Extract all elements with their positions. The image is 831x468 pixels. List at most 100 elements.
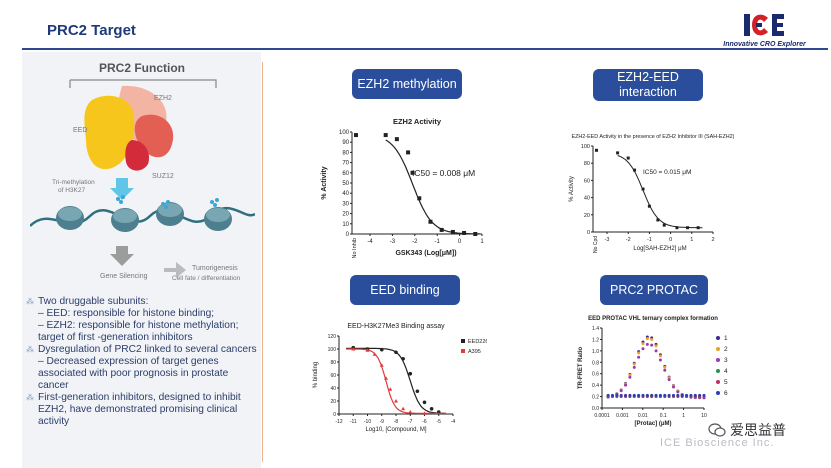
wechat-icon — [708, 423, 726, 437]
data-point — [656, 218, 660, 222]
data-point — [641, 187, 645, 191]
data-point-series-6 — [632, 393, 636, 397]
title-underline — [22, 48, 828, 50]
pill-ezh2-eed-interaction: EZH2-EED interaction — [593, 69, 703, 101]
x-tick-label: -10 — [364, 419, 371, 425]
data-point-series-6 — [637, 393, 641, 397]
x-tick-label: 2 — [711, 237, 714, 243]
data-point — [450, 229, 455, 234]
suz12-domain — [125, 140, 150, 171]
data-point-series-3 — [641, 347, 645, 351]
y-tick-label: 0 — [346, 232, 350, 238]
data-point-A395 — [372, 352, 377, 356]
data-point-series-2 — [658, 354, 662, 358]
legend-marker-EED226 — [461, 339, 465, 343]
data-point-series-2 — [654, 344, 658, 348]
pill-ezh2-methylation: EZH2 methylation — [352, 69, 462, 99]
data-point-series-3 — [671, 385, 675, 389]
legend-label-A395: A395 — [468, 349, 481, 355]
data-point-A395 — [379, 363, 384, 367]
x-tick-label: -9 — [380, 419, 385, 425]
data-point-series-2 — [650, 337, 654, 341]
data-point-series-3 — [663, 368, 667, 372]
data-point-EED226 — [415, 389, 420, 394]
data-point-A395 — [408, 410, 413, 414]
y-tick-label: 0 — [587, 230, 590, 236]
x-extra-label: No Inhib — [352, 238, 358, 259]
y-tick-label: 60 — [584, 178, 590, 184]
data-point — [410, 170, 415, 175]
data-point — [633, 168, 637, 172]
data-point-A395 — [422, 411, 427, 415]
data-point — [406, 150, 411, 155]
control-point — [595, 148, 598, 152]
data-point-series-6 — [628, 393, 632, 397]
legend-marker-A395 — [461, 349, 465, 353]
fit-curve — [385, 139, 480, 235]
data-point-EED226 — [408, 371, 413, 376]
data-point-series-6 — [680, 393, 684, 397]
x-axis-label: [Protac] (μM) — [634, 421, 671, 427]
data-point-series-3 — [624, 383, 628, 387]
data-point-series-6 — [667, 393, 671, 397]
legend-marker-4 — [716, 369, 720, 373]
x-tick-label: -1 — [647, 237, 652, 243]
y-tick-label: 0.8 — [592, 360, 599, 366]
data-point-series-6 — [693, 393, 697, 397]
chart-title: EZH2 Activity — [393, 117, 442, 126]
x-axis-label: Log10, [Compound, M] — [365, 427, 426, 433]
x-tick-label: 0.01 — [638, 413, 648, 419]
data-point-series-3 — [650, 343, 654, 347]
fit-curve — [617, 155, 703, 229]
data-point-A395 — [394, 399, 398, 403]
series-curve-EED226 — [346, 347, 446, 414]
data-point-series-3 — [632, 365, 636, 369]
x-tick-label: -6 — [422, 419, 427, 425]
label-ezh2: EZH2 — [154, 95, 172, 102]
data-point — [696, 226, 700, 230]
data-point-series-6 — [645, 393, 649, 397]
bullet-1: ⁂ Two druggable subunits: — [26, 296, 149, 307]
data-point-series-2 — [641, 342, 645, 346]
y-tick-label: 80 — [584, 161, 590, 167]
x-tick-label: -2 — [412, 239, 418, 245]
data-point-series-3 — [619, 389, 623, 393]
data-point-series-6 — [641, 393, 645, 397]
chart-protac-panel: EED PROTAC VHL ternary complex formation… — [566, 308, 744, 446]
bullet-3: ⁂ First-generation inhibitors, designed t… — [26, 392, 241, 427]
data-point — [647, 204, 651, 208]
y-tick-label: 50 — [342, 181, 349, 187]
x-tick-label: 0.001 — [616, 413, 629, 419]
legend-marker-3 — [716, 358, 720, 362]
ic50-annotation: IC50 = 0.015 μM — [643, 169, 691, 176]
data-point-series-6 — [615, 393, 619, 397]
data-point-series-3 — [654, 349, 658, 353]
data-point — [383, 133, 388, 138]
label-eed: EED — [73, 127, 87, 134]
data-point-series-6 — [685, 393, 689, 397]
x-tick-label: 0.0001 — [594, 413, 610, 419]
x-tick-label: -4 — [451, 419, 456, 425]
data-point-series-6 — [689, 393, 693, 397]
data-point-series-2 — [628, 373, 632, 377]
data-point-series-3 — [645, 342, 649, 346]
x-tick-label: -8 — [394, 419, 399, 425]
x-tick-label: 1 — [682, 413, 685, 419]
data-point — [462, 230, 467, 235]
chart-title: EED-H3K27Me3 Binding assay — [347, 323, 445, 330]
legend-label-4: 4 — [724, 368, 728, 375]
legend-marker-5 — [716, 380, 720, 384]
chart-eed-binding-panel: EED-H3K27Me3 Binding assay 0 20 40 60 80 100 12… — [303, 312, 489, 434]
y-tick-label: 80 — [342, 150, 349, 156]
y-tick-label: 100 — [581, 144, 590, 150]
data-point-series-2 — [637, 351, 641, 355]
slide-title: PRC2 Target — [47, 22, 136, 39]
y-tick-label: 0.2 — [592, 395, 599, 401]
methylation-arrow — [110, 178, 134, 200]
wechat-name: 爱思益普 — [730, 422, 786, 438]
legend-label-6: 6 — [724, 390, 728, 397]
y-tick-label: 0.6 — [592, 372, 599, 378]
x-tick-label: 10 — [701, 413, 707, 419]
x-tick-label: -2 — [626, 237, 631, 243]
